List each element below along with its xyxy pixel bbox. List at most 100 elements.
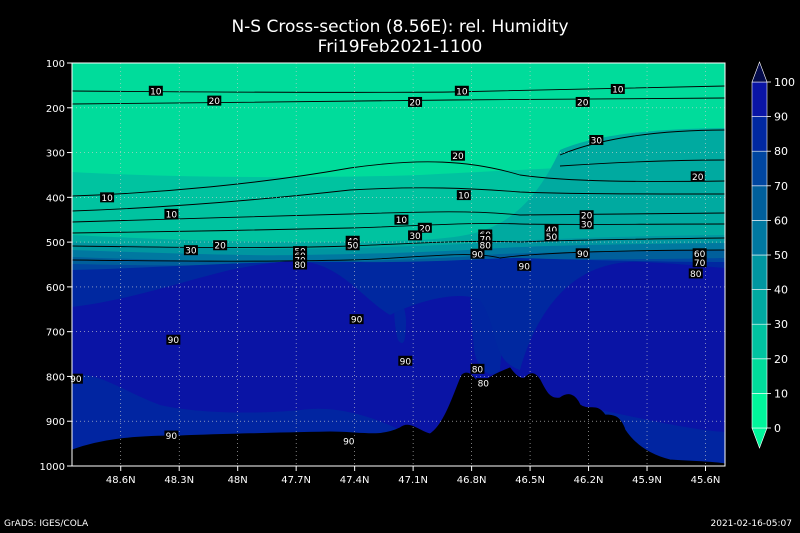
colorbar-segment-3 bbox=[751, 289, 768, 325]
contour-label: 90 bbox=[400, 357, 412, 367]
contour-label: 90 bbox=[519, 262, 531, 272]
contour-label-bg-35 bbox=[688, 268, 703, 279]
contour-label-bg-3 bbox=[207, 95, 222, 106]
contour-line-5 bbox=[72, 187, 725, 212]
contour-label: 90 bbox=[166, 432, 178, 442]
contour-label-bg-8 bbox=[690, 171, 705, 182]
contour-label: 80 bbox=[480, 242, 492, 252]
x-tick-label: 48.6N bbox=[106, 475, 136, 486]
y-tick-label: 400 bbox=[46, 193, 65, 204]
colorbar-segment-1 bbox=[751, 358, 768, 394]
contour-label: 10 bbox=[612, 85, 624, 95]
contour-label: 90 bbox=[472, 250, 484, 260]
contour-label-bg-36 bbox=[349, 314, 364, 325]
y-tick-label: 1000 bbox=[40, 462, 65, 473]
colorbar-label: 100 bbox=[774, 76, 795, 89]
contour-label: 80 bbox=[690, 270, 702, 280]
y-tick-label: 700 bbox=[46, 328, 65, 339]
contour-label: 60 bbox=[694, 250, 706, 260]
contour-label: 70 bbox=[694, 259, 706, 269]
x-tick-label: 46.5N bbox=[515, 475, 545, 486]
contour-label: 50 bbox=[546, 233, 558, 243]
contour-label: 80 bbox=[294, 261, 306, 271]
contour-label-bg-10 bbox=[456, 190, 471, 201]
humidity-pocket-2 bbox=[394, 299, 406, 344]
y-tick-label: 200 bbox=[46, 104, 65, 115]
x-tick-label: 45.9N bbox=[632, 475, 662, 486]
contour-label: 90 bbox=[351, 316, 363, 326]
contour-label: 30 bbox=[409, 232, 421, 242]
colorbar-label: 90 bbox=[774, 111, 788, 124]
contour-label: 90 bbox=[343, 437, 355, 447]
colorbar-arrow-low bbox=[751, 427, 768, 449]
contour-label-bg-1 bbox=[454, 85, 469, 96]
x-tick-label: 45.6N bbox=[691, 475, 721, 486]
contour-label-bg-6 bbox=[589, 135, 604, 146]
x-tick-label: 48.3N bbox=[164, 475, 194, 486]
x-tick-label: 47.7N bbox=[281, 475, 311, 486]
contour-label-bg-39 bbox=[470, 363, 485, 374]
colorbar-segment-6 bbox=[751, 185, 768, 221]
contour-label-bg-5 bbox=[575, 96, 590, 107]
colorbar-segment-9 bbox=[751, 81, 768, 117]
contour-label: 20 bbox=[452, 152, 464, 162]
contour-label: 20 bbox=[409, 98, 421, 108]
contour-label-bg-34 bbox=[692, 257, 707, 268]
contour-label: 20 bbox=[581, 212, 593, 222]
contour-label: 50 bbox=[347, 242, 359, 252]
contour-label-bg-13 bbox=[417, 222, 432, 233]
contour-label-bg-41 bbox=[68, 373, 83, 384]
colorbar-segment-2 bbox=[751, 323, 768, 360]
contour-label-bg-31 bbox=[293, 259, 308, 270]
humidity-pocket-1 bbox=[470, 267, 507, 375]
colorbar-segment-5 bbox=[751, 220, 768, 256]
contour-label-bg-42 bbox=[164, 430, 179, 441]
contour-label: 80 bbox=[478, 380, 490, 390]
contour-label: 10 bbox=[456, 87, 468, 97]
contour-label-bg-12 bbox=[394, 214, 409, 225]
contour-line-2 bbox=[559, 129, 725, 156]
colorbar-label: 20 bbox=[774, 353, 788, 366]
contour-label-bg-33 bbox=[692, 248, 707, 259]
contour-label: 20 bbox=[209, 97, 221, 107]
terrain-silhouette bbox=[72, 367, 725, 466]
colorbar-segment-4 bbox=[751, 254, 768, 290]
contour-label-bg-0 bbox=[148, 85, 163, 96]
chart-title: N-S Cross-section (8.56E): rel. Humidity bbox=[231, 17, 569, 37]
contour-label-bg-15 bbox=[579, 210, 594, 221]
contour-label-bg-9 bbox=[100, 192, 115, 203]
contour-label: 20 bbox=[577, 98, 589, 108]
y-tick-label: 900 bbox=[46, 417, 65, 428]
contour-label: 40 bbox=[546, 226, 558, 236]
contour-label: 20 bbox=[692, 173, 704, 183]
y-tick-label: 100 bbox=[46, 59, 65, 70]
x-tick-label: 46.8N bbox=[457, 475, 487, 486]
contour-line-1 bbox=[72, 97, 725, 105]
y-tick-label: 500 bbox=[46, 238, 65, 249]
contour-label: 90 bbox=[168, 336, 180, 346]
contour-label: 10 bbox=[458, 192, 470, 202]
contour-label-bg-2 bbox=[610, 83, 625, 94]
contour-label: 30 bbox=[185, 247, 197, 257]
colorbar-arrow-high bbox=[751, 61, 768, 83]
contour-label-bg-17 bbox=[544, 224, 559, 235]
colorbar-label: 80 bbox=[774, 145, 788, 158]
contour-label-bg-14 bbox=[408, 230, 423, 241]
chart-subtitle: Fri19Feb2021-1100 bbox=[317, 37, 483, 57]
contour-label-bg-26 bbox=[470, 248, 485, 259]
plot-frame bbox=[71, 62, 726, 467]
contour-label: 10 bbox=[166, 210, 178, 220]
contour-label: 10 bbox=[150, 87, 162, 97]
contour-label-bg-40 bbox=[476, 378, 491, 389]
contour-label-bg-7 bbox=[450, 150, 465, 161]
contour-label-bg-16 bbox=[579, 219, 594, 230]
contour-label: 30 bbox=[581, 221, 593, 231]
x-tick-label: 48N bbox=[228, 475, 248, 486]
contour-label-bg-43 bbox=[341, 435, 356, 446]
contour-label-bg-32 bbox=[575, 248, 590, 259]
contour-line-9 bbox=[72, 249, 725, 262]
y-tick-label: 600 bbox=[46, 283, 65, 294]
contour-label-bg-22 bbox=[345, 240, 360, 251]
contour-line-3 bbox=[559, 159, 725, 167]
